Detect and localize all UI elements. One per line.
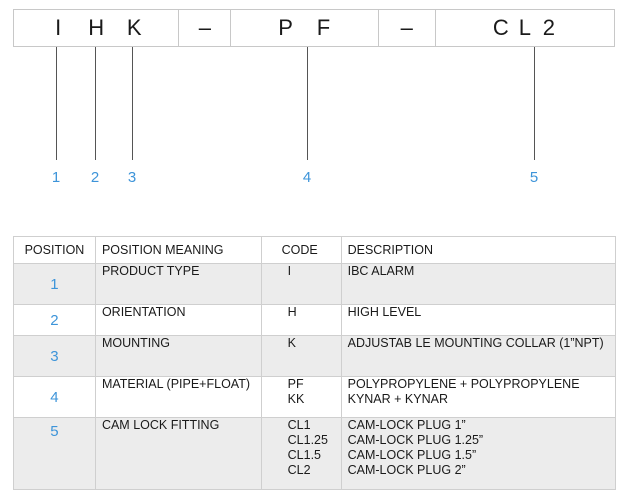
callout-number-3: 3 [127,169,137,186]
callout-number-5: 5 [529,169,539,186]
code-segment-cl2: C L 2 [436,10,614,46]
code-char: H [88,15,105,40]
callout-line-5 [534,47,535,160]
code-value: CL2 [287,463,311,477]
table-row: 2 ORIENTATION H HIGH LEVEL [13,304,617,336]
header-description: DESCRIPTION [340,236,617,264]
description-value: HIGH LEVEL [347,305,422,319]
code-value: CL1.25 [287,433,328,447]
description-value: POLYPROPYLENE + POLYPROPYLENE [347,377,580,391]
row-meaning: CAM LOCK FITTING [94,417,262,490]
callout-line-3 [132,47,133,160]
callout-line-4 [307,47,308,160]
table-header-row: POSITION POSITION MEANING CODE DESCRIPTI… [13,236,617,264]
description-value: IBC ALARM [347,264,415,278]
row-meaning: MATERIAL (PIPE+FLOAT) [94,376,262,418]
dash: – [198,15,211,40]
row-code: H [260,304,342,336]
header-code: CODE [260,236,342,264]
table-row: 5 CAM LOCK FITTING CL1 CL1.25 CL1.5 CL2 … [13,417,617,490]
code-char: F [316,15,331,40]
code-segment-pf: P F [231,10,379,46]
row-position: 3 [13,335,96,377]
callout-line-1 [56,47,57,160]
description-value: CAM-LOCK PLUG 2” [347,463,466,477]
code-char: K [126,15,142,40]
description-value: CAM-LOCK PLUG 1.5” [347,448,477,462]
table-row: 4 MATERIAL (PIPE+FLOAT) PF KK POLYPROPYL… [13,376,617,418]
row-position: 2 [13,304,96,336]
row-description: CAM-LOCK PLUG 1” CAM-LOCK PLUG 1.25” CAM… [340,417,617,490]
row-position: 4 [13,376,96,418]
description-value: CAM-LOCK PLUG 1” [347,418,466,432]
code-char: C [492,15,509,40]
header-position-meaning: POSITION MEANING [94,236,262,264]
code-char: P [278,15,293,40]
row-meaning: MOUNTING [94,335,262,377]
row-meaning: PRODUCT TYPE [94,263,262,305]
row-description: HIGH LEVEL [340,304,617,336]
row-code: CL1 CL1.25 CL1.5 CL2 [260,417,342,490]
code-segment-ihk: I H K [14,10,180,46]
table-row: 1 PRODUCT TYPE I IBC ALARM [13,263,617,305]
code-value: H [287,305,297,319]
dash: – [400,15,413,40]
code-value: I [287,264,292,278]
code-value: KK [287,392,305,406]
description-value: CAM-LOCK PLUG 1.25” [347,433,484,447]
callout-number-4: 4 [302,169,312,186]
code-char: 2 [542,15,555,40]
table-row: 3 MOUNTING K ADJUSTAB LE MOUNTING COLLAR… [13,335,617,377]
code-value: CL1.5 [287,448,321,462]
code-char: L [518,15,531,40]
row-meaning: ORIENTATION [94,304,262,336]
row-description: IBC ALARM [340,263,617,305]
code-char: I [55,15,62,40]
row-position: 5 [13,417,96,490]
code-value: PF [287,377,304,391]
row-position: 1 [13,263,96,305]
callout-number-2: 2 [90,169,100,186]
part-number-bar: I H K – P F – C L 2 [13,9,615,47]
row-description: ADJUSTAB LE MOUNTING COLLAR (1”NPT) [340,335,617,377]
row-code: PF KK [260,376,342,418]
description-value: ADJUSTAB LE MOUNTING COLLAR (1”NPT) [347,336,604,350]
row-code: I [260,263,342,305]
code-separator: – [379,10,436,46]
callout-number-1: 1 [51,169,61,186]
code-separator: – [179,10,232,46]
row-code: K [260,335,342,377]
code-value: K [287,336,296,350]
callout-line-2 [95,47,96,160]
header-position: POSITION [13,236,96,264]
description-value: KYNAR + KYNAR [347,392,448,406]
row-description: POLYPROPYLENE + POLYPROPYLENE KYNAR + KY… [340,376,617,418]
position-table: POSITION POSITION MEANING CODE DESCRIPTI… [13,236,617,490]
code-value: CL1 [287,418,311,432]
